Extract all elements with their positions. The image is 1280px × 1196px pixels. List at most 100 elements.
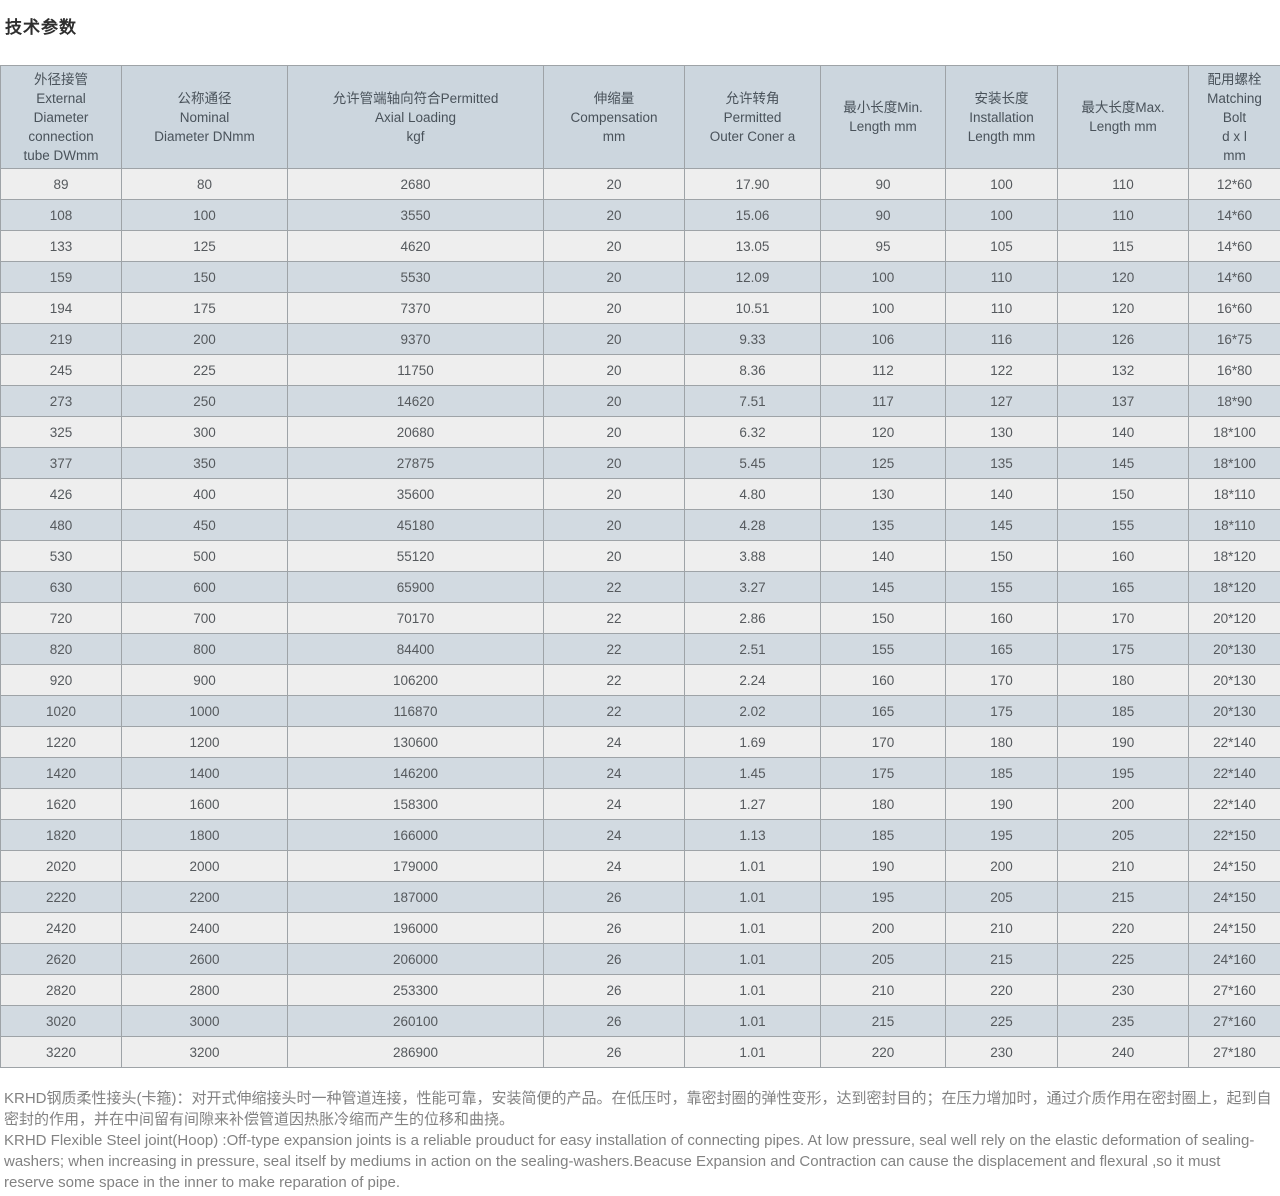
table-cell: 150 — [820, 602, 946, 634]
table-cell: 220 — [820, 1036, 946, 1068]
table-row: 89 80 2680 20 17.90 90 100 110 12*60 — [0, 168, 1280, 200]
table-cell: 122 — [945, 354, 1058, 386]
table-cell: 20*130 — [1188, 633, 1280, 665]
table-cell: 215 — [945, 943, 1058, 975]
column-header: 最大长度Max. Length mm — [1057, 65, 1189, 169]
table-cell: 130 — [820, 478, 946, 510]
column-header: 公称通径 Nominal Diameter DNmm — [121, 65, 288, 169]
table-cell: 16*75 — [1188, 323, 1280, 355]
table-cell: 18*110 — [1188, 478, 1280, 510]
table-cell: 20*120 — [1188, 602, 1280, 634]
table-cell: 20 — [543, 540, 685, 572]
table-row: 1220 1200 130600 24 1.69 170 180 190 22*140 — [0, 726, 1280, 758]
table-cell: 1400 — [121, 757, 288, 789]
table-cell: 20 — [543, 323, 685, 355]
table-cell: 1.27 — [684, 788, 821, 820]
table-cell: 11750 — [287, 354, 544, 386]
table-cell: 22 — [543, 633, 685, 665]
table-cell: 7.51 — [684, 385, 821, 417]
table-row: 1020 1000 116870 22 2.02 165 175 185 20*130 — [0, 695, 1280, 727]
table-cell: 140 — [1057, 416, 1189, 448]
table-cell: 145 — [820, 571, 946, 603]
table-cell: 146200 — [287, 757, 544, 789]
table-cell: 117 — [820, 385, 946, 417]
table-row: 245 225 11750 20 8.36 112 122 132 16*80 — [0, 354, 1280, 386]
table-cell: 18*100 — [1188, 416, 1280, 448]
table-cell: 127 — [945, 385, 1058, 417]
table-cell: 185 — [820, 819, 946, 851]
table-cell: 100 — [820, 261, 946, 293]
table-cell: 26 — [543, 943, 685, 975]
table-row: 426 400 35600 20 4.80 130 140 150 18*110 — [0, 478, 1280, 510]
table-cell: 2.86 — [684, 602, 821, 634]
table-cell: 166000 — [287, 819, 544, 851]
table-cell: 1020 — [0, 695, 122, 727]
table-cell: 125 — [820, 447, 946, 479]
table-cell: 630 — [0, 571, 122, 603]
table-cell: 27875 — [287, 447, 544, 479]
table-cell: 26 — [543, 881, 685, 913]
table-cell: 80 — [121, 168, 288, 200]
table-cell: 200 — [1057, 788, 1189, 820]
table-cell: 187000 — [287, 881, 544, 913]
footer-notes: KRHD钢质柔性接头(卡箍)：对开式伸缩接头时一种管道连接，性能可靠，安装简便的… — [0, 1088, 1280, 1193]
table-cell: 5.45 — [684, 447, 821, 479]
table-cell: 195 — [945, 819, 1058, 851]
table-cell: 2820 — [0, 974, 122, 1006]
table-cell: 145 — [1057, 447, 1189, 479]
table-cell: 24 — [543, 726, 685, 758]
table-cell: 137 — [1057, 385, 1189, 417]
table-cell: 1.45 — [684, 757, 821, 789]
table-cell: 2600 — [121, 943, 288, 975]
table-cell: 120 — [1057, 261, 1189, 293]
table-cell: 24*150 — [1188, 850, 1280, 882]
table-cell: 9370 — [287, 323, 544, 355]
table-cell: 22 — [543, 695, 685, 727]
table-cell: 195 — [1057, 757, 1189, 789]
table-cell: 219 — [0, 323, 122, 355]
table-row: 219 200 9370 20 9.33 106 116 126 16*75 — [0, 323, 1280, 355]
table-cell: 1.01 — [684, 974, 821, 1006]
table-cell: 377 — [0, 447, 122, 479]
table-cell: 106200 — [287, 664, 544, 696]
column-header: 配用螺栓 Matching Bolt d x l mm — [1188, 65, 1280, 169]
table-cell: 210 — [820, 974, 946, 1006]
table-cell: 225 — [1057, 943, 1189, 975]
table-row: 159 150 5530 20 12.09 100 110 120 14*60 — [0, 261, 1280, 293]
table-cell: 195 — [820, 881, 946, 913]
column-header: 最小长度Min. Length mm — [820, 65, 946, 169]
table-cell: 100 — [121, 199, 288, 231]
table-cell: 2680 — [287, 168, 544, 200]
table-cell: 194 — [0, 292, 122, 324]
table-cell: 20 — [543, 385, 685, 417]
table-cell: 10.51 — [684, 292, 821, 324]
table-row: 2620 2600 206000 26 1.01 205 215 225 24*160 — [0, 943, 1280, 975]
table-cell: 27*160 — [1188, 1005, 1280, 1037]
table-cell: 1600 — [121, 788, 288, 820]
table-row: 3020 3000 260100 26 1.01 215 225 235 27*160 — [0, 1005, 1280, 1037]
table-cell: 179000 — [287, 850, 544, 882]
table-cell: 20 — [543, 478, 685, 510]
table-cell: 130 — [945, 416, 1058, 448]
table-row: 820 800 84400 22 2.51 155 165 175 20*130 — [0, 633, 1280, 665]
table-cell: 150 — [1057, 478, 1189, 510]
table-cell: 20 — [543, 354, 685, 386]
column-header: 外径接管 External Diameter connection tube D… — [0, 65, 122, 169]
table-cell: 2.24 — [684, 664, 821, 696]
table-cell: 8.36 — [684, 354, 821, 386]
table-cell: 45180 — [287, 509, 544, 541]
table-row: 2420 2400 196000 26 1.01 200 210 220 24*150 — [0, 912, 1280, 944]
table-cell: 140 — [820, 540, 946, 572]
table-cell: 20680 — [287, 416, 544, 448]
table-cell: 26 — [543, 1005, 685, 1037]
table-row: 480 450 45180 20 4.28 135 145 155 18*110 — [0, 509, 1280, 541]
column-header: 伸缩量 Compensation mm — [543, 65, 685, 169]
table-cell: 90 — [820, 168, 946, 200]
table-cell: 18*120 — [1188, 571, 1280, 603]
table-cell: 24 — [543, 757, 685, 789]
table-cell: 100 — [945, 168, 1058, 200]
table-cell: 700 — [121, 602, 288, 634]
table-row: 108 100 3550 20 15.06 90 100 110 14*60 — [0, 199, 1280, 231]
table-cell: 133 — [0, 230, 122, 262]
table-cell: 55120 — [287, 540, 544, 572]
